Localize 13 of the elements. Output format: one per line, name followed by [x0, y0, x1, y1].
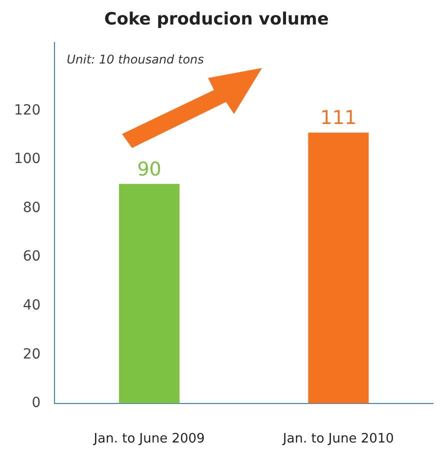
y-tick-label: 20 — [22, 346, 41, 362]
x-tick-label: Jan. to June 2009 — [92, 432, 205, 447]
y-tick-label: 100 — [14, 151, 41, 168]
data-label: 90 — [137, 158, 162, 180]
y-tick-label: 40 — [22, 297, 41, 314]
x-tick-label: Jan. to June 2010 — [282, 432, 394, 447]
y-tick-label: 0 — [32, 395, 41, 412]
annotation: Unit: 10 thousand tons — [66, 52, 204, 67]
y-tick-label: 60 — [22, 248, 41, 265]
data-label: 111 — [320, 107, 357, 130]
chart-title: Coke producion volume — [104, 10, 329, 30]
y-tick-label: 120 — [14, 102, 41, 118]
y-tick-label: 80 — [22, 200, 41, 216]
